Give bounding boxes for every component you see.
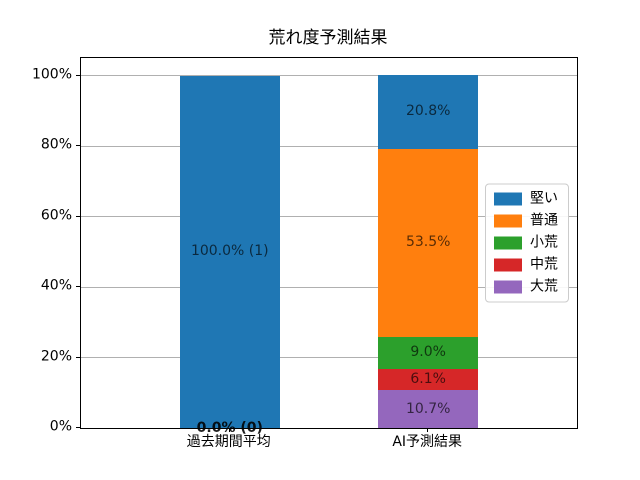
legend-item: 小荒 (494, 234, 558, 251)
y-axis-tick-label: 20% (40, 348, 72, 365)
y-axis-tick-mark (76, 356, 80, 358)
bar-segment-label: 53.5% (405, 234, 451, 251)
bar-segment-label: 10.7% (405, 400, 451, 417)
y-axis-tick-mark (76, 427, 80, 428)
y-axis-tick-label: 100% (31, 66, 72, 83)
legend-item-label: 中荒 (530, 256, 558, 273)
bar-segment-label: 100.0% (1) (190, 243, 269, 260)
bar-segment (378, 148, 479, 338)
plot-area: 堅い普通小荒中荒大荒 100.0% (1) 0.0% (0) 10.7% 6.1% 9.… (80, 57, 578, 436)
gridline (81, 216, 577, 218)
legend-item: 中荒 (494, 256, 558, 273)
x-axis-category-label: AI予測結果 (392, 434, 463, 450)
y-axis-tick-mark (76, 74, 80, 76)
legend-item-label: 堅い (530, 190, 558, 207)
legend-swatch (494, 214, 522, 228)
y-axis-tick-mark (76, 145, 80, 147)
legend-swatch (494, 258, 522, 272)
legend-swatch (494, 192, 522, 206)
legend-item-label: 大荒 (530, 278, 558, 295)
bar-segment (378, 337, 479, 369)
bar-segment (378, 368, 479, 391)
chart-title: 荒れ度予測結果 (268, 28, 388, 48)
legend-item: 堅い (494, 190, 558, 207)
legend: 堅い普通小荒中荒大荒 (485, 183, 569, 303)
y-axis-tick-label: 60% (40, 207, 72, 224)
gridline (81, 286, 577, 288)
gridline (81, 145, 577, 147)
y-axis-tick-mark (76, 286, 80, 288)
y-axis-tick-mark (76, 215, 80, 217)
bar-segment (378, 390, 479, 428)
y-axis-tick-label: 40% (40, 277, 72, 294)
bar-segment-label: 9.0% (410, 344, 446, 361)
x-axis-category-label: 過去期間平均 (186, 434, 271, 450)
gridline (81, 75, 577, 77)
x-axis-tick-mark (228, 428, 230, 432)
bar-segment (378, 75, 479, 149)
legend-item-label: 小荒 (530, 234, 558, 251)
bar-segment (179, 75, 280, 428)
legend-swatch (494, 280, 522, 294)
legend-item: 大荒 (494, 278, 558, 295)
gridline (81, 357, 577, 359)
y-axis-tick-label: 80% (40, 136, 72, 153)
y-axis-tick-label: 0% (49, 418, 72, 435)
bar-segment-label: 6.1% (410, 371, 446, 388)
legend-item: 普通 (494, 212, 558, 229)
x-axis-tick-mark (427, 428, 429, 432)
baseline-label: 0.0% (0) (196, 420, 263, 436)
bar-segment-label: 20.8% (405, 103, 451, 120)
legend-item-label: 普通 (530, 212, 558, 229)
legend-swatch (494, 236, 522, 250)
